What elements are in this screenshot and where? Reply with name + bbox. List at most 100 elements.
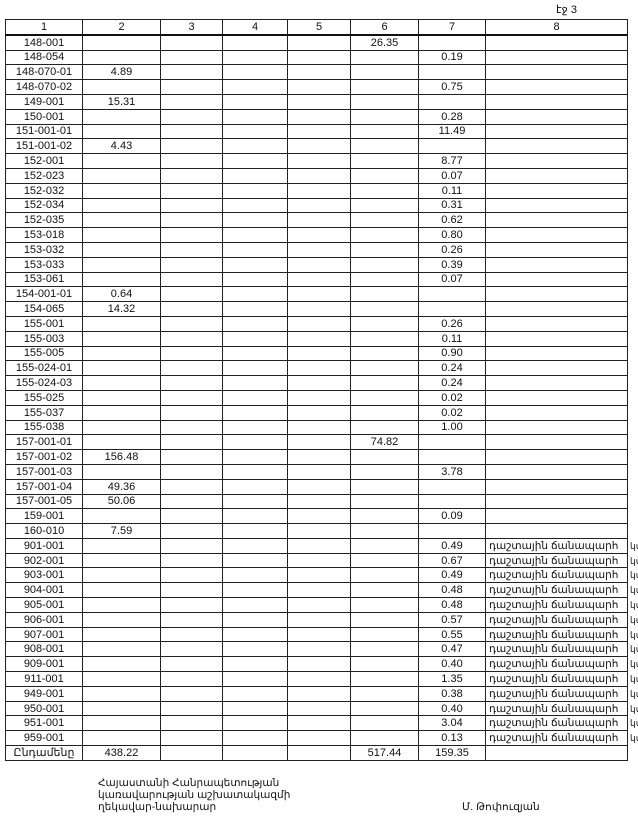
table-row: 159-001 0.09: [5, 508, 628, 525]
cell-col-1: 909-001: [5, 656, 83, 673]
cell-col-2: [82, 582, 161, 599]
cell-col-5: [287, 685, 351, 702]
cell-col-6: [350, 463, 419, 480]
cell-col-6: [350, 597, 419, 613]
cell-col-8: [485, 197, 628, 214]
cell-col-5: [287, 241, 351, 258]
cell-col-3: [160, 730, 223, 747]
column-header-2: 2: [82, 18, 161, 36]
cell-col-6: [350, 449, 419, 465]
cell-col-2: [82, 330, 161, 347]
cell-col-3: [160, 108, 223, 125]
table-row: 148-054 0.19: [5, 49, 628, 66]
cell-col-7: 0.47: [418, 641, 486, 658]
cell-col-1: 959-001: [5, 730, 83, 747]
cell-col-5: [287, 301, 351, 317]
cell-col-2: [82, 389, 161, 406]
position-line-2: կառավարության աշխատակազմի: [98, 789, 291, 801]
cell-col-8: [485, 345, 628, 362]
cell-col-4: [222, 167, 288, 184]
cell-col-3: [160, 227, 223, 243]
cell-col-1: 155-037: [5, 404, 83, 421]
cell-col-8: [485, 64, 628, 81]
cell-col-4: [222, 715, 288, 732]
unit-suffix: կմ: [630, 718, 638, 729]
cell-col-1: 152-034: [5, 197, 83, 214]
cell-col-6: [350, 478, 419, 495]
cell-col-5: [287, 730, 351, 747]
cell-col-6: [350, 389, 419, 406]
cell-col-7: [418, 493, 486, 510]
table-row: 151-001-02 4.43: [5, 138, 628, 155]
table-row: 155-037 0.02: [5, 404, 628, 421]
cell-col-8: [485, 256, 628, 273]
cell-col-4: [222, 79, 288, 95]
cell-col-5: [287, 582, 351, 599]
cell-col-2: [82, 434, 161, 451]
cell-col-5: [287, 715, 351, 732]
cell-col-1: 155-005: [5, 345, 83, 362]
cell-col-4: [222, 478, 288, 495]
cell-col-7: 0.49: [418, 567, 486, 584]
cell-col-5: [287, 641, 351, 658]
cell-col-5: [287, 597, 351, 613]
cell-col-8: [485, 508, 628, 525]
cell-col-4: [222, 64, 288, 81]
cell-col-5: [287, 330, 351, 347]
table-row: 148-070-01 4.89: [5, 64, 628, 81]
cell-col-5: [287, 138, 351, 155]
unit-suffix: կմ: [630, 674, 638, 685]
cell-col-8: դաշտային ճանապարհ կմ: [485, 582, 638, 599]
cell-col-1: 157-001-03: [5, 463, 83, 480]
cell-col-7: 0.62: [418, 212, 486, 229]
cell-col-8: դաշտային ճանապարհ կմ: [485, 552, 638, 569]
cell-col-4: [222, 611, 288, 628]
cell-col-1: 153-018: [5, 227, 83, 243]
cell-col-4: [222, 656, 288, 673]
data-table: 1 2 3 4 5 6 7 8 148-001 26.35 148-054 0.19 148-070-0…: [5, 18, 638, 761]
cell-col-5: [287, 123, 351, 140]
cell-col-2: [82, 315, 161, 332]
cell-col-3: [160, 434, 223, 451]
cell-col-1: 151-001-02: [5, 138, 83, 155]
table-row: 155-038 1.00: [5, 419, 628, 436]
cell-col-3: [160, 552, 223, 569]
cell-col-3: [160, 449, 223, 465]
cell-col-6: [350, 182, 419, 199]
table-row: 148-070-02 0.75: [5, 79, 628, 95]
cell-col-7: 0.26: [418, 315, 486, 332]
cell-col-2: 15.31: [82, 93, 161, 110]
cell-col-5: [287, 375, 351, 391]
cell-col-7: 0.19: [418, 49, 486, 66]
cell-col-4: [222, 256, 288, 273]
cell-col-5: [287, 700, 351, 717]
cell-col-8: [485, 138, 628, 155]
cell-col-2: [82, 537, 161, 554]
cell-col-5: [287, 227, 351, 243]
column-header-7: 7: [418, 18, 486, 36]
road-type-label: դաշտային ճանապարհ: [489, 569, 619, 582]
cell-col-6: [350, 286, 419, 303]
unit-suffix: կմ: [630, 540, 638, 551]
table-row: 152-001 8.77: [5, 153, 628, 169]
cell-col-3: [160, 626, 223, 643]
cell-col-3: [160, 404, 223, 421]
cell-col-7: 3.78: [418, 463, 486, 480]
cell-col-7: [418, 449, 486, 465]
cell-col-4: [222, 567, 288, 584]
cell-col-3: [160, 597, 223, 613]
unit-suffix: կմ: [630, 644, 638, 655]
cell-col-4: [222, 375, 288, 391]
cell-col-6: [350, 345, 419, 362]
unit-suffix: կմ: [630, 600, 638, 611]
cell-col-5: [287, 271, 351, 288]
table-row: 152-034 0.31: [5, 197, 628, 214]
cell-col-2: [82, 463, 161, 480]
cell-col-7: 0.48: [418, 582, 486, 599]
cell-col-8: [485, 182, 628, 199]
cell-col-4: [222, 537, 288, 554]
